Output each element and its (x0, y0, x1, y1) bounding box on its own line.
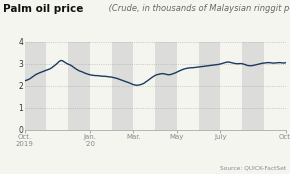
Bar (155, 42, 177, 130)
Text: (Crude, in thousands of Malaysian ringgit per ton): (Crude, in thousands of Malaysian ringgi… (106, 4, 290, 13)
Text: Palm oil price: Palm oil price (3, 4, 84, 14)
Bar (25, 42, 46, 130)
Bar (242, 42, 264, 130)
Bar (199, 42, 220, 130)
Text: Source: QUICK-FactSet: Source: QUICK-FactSet (220, 165, 287, 171)
Bar (68, 42, 90, 130)
Bar (112, 42, 133, 130)
Bar (286, 42, 290, 130)
